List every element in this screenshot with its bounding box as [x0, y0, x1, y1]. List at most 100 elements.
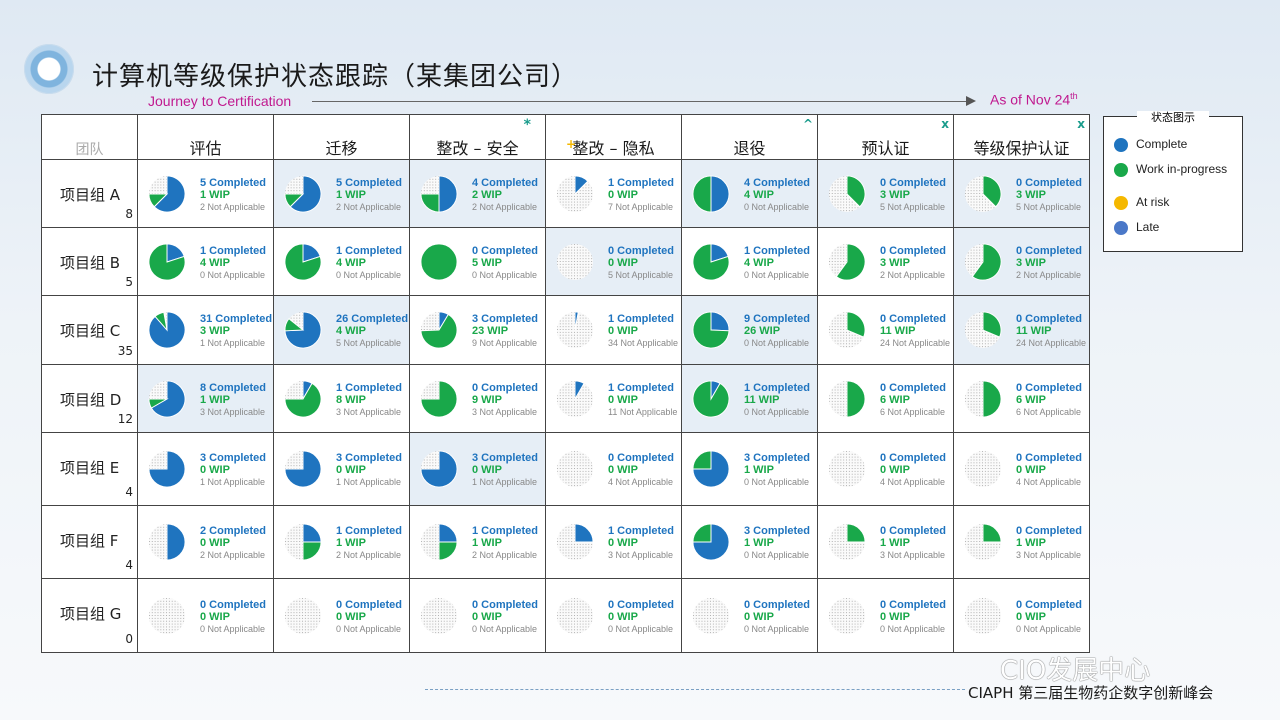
not-applicable-count: 0 Not Applicable [472, 624, 538, 634]
team-name: 项目组 G [60, 605, 122, 623]
not-applicable-count: 34 Not Applicable [608, 338, 679, 348]
team-cell: 项目组 C 35 [41, 295, 138, 365]
status-pie [964, 243, 1002, 281]
status-stats: 0 Completed 0 WIP 0 Not Applicable [608, 599, 674, 635]
completed-slice [166, 523, 186, 561]
not-applicable-count: 0 Not Applicable [472, 270, 538, 280]
wip-slice [420, 313, 458, 349]
status-cell: 3 Completed 23 WIP 9 Not Applicable [409, 295, 546, 365]
status-stats: 0 Completed 11 WIP 24 Not Applicable [880, 313, 950, 349]
status-stats: 26 Completed 4 WIP 5 Not Applicable [336, 313, 408, 349]
completed-count: 2 Completed [200, 525, 267, 537]
team-cell: 项目组 D 12 [41, 364, 138, 433]
completed-count: 1 Completed [336, 525, 403, 537]
status-pie-chart [420, 380, 458, 418]
status-cell: 1 Completed 4 WIP 0 Not Applicable [681, 227, 818, 296]
completed-count: 0 Completed [200, 599, 267, 611]
wip-slice [982, 380, 1002, 418]
not-applicable-count: 4 Not Applicable [608, 477, 674, 487]
status-pie [420, 597, 458, 635]
status-pie-chart [964, 597, 1002, 635]
wip-slice [846, 311, 866, 338]
not-applicable-count: 24 Not Applicable [880, 338, 951, 348]
completed-count: 0 Completed [608, 245, 675, 257]
status-cell-content: 0 Completed 6 WIP 6 Not Applicable [954, 365, 1089, 432]
wip-slice [438, 541, 458, 561]
status-cell: 0 Completed 0 WIP 4 Not Applicable [817, 432, 954, 506]
status-stats: 3 Completed 23 WIP 9 Not Applicable [472, 313, 538, 349]
column-label: 整改 – 隐私 [572, 139, 655, 158]
status-pie [692, 243, 730, 281]
status-pie [828, 311, 866, 349]
column-label: 团队 [75, 142, 104, 158]
status-cell: 1 Completed 0 WIP 34 Not Applicable [545, 295, 682, 365]
wip-count: 0 WIP [336, 464, 366, 476]
status-stats: 1 Completed 0 WIP 7 Not Applicable [608, 177, 674, 213]
status-cell-content: 1 Completed 4 WIP 0 Not Applicable [138, 228, 273, 295]
wip-count: 1 WIP [472, 537, 502, 549]
completed-count: 0 Completed [1016, 452, 1083, 464]
status-pie [964, 523, 1002, 561]
completed-count: 1 Completed [608, 525, 675, 537]
wip-count: 1 WIP [880, 537, 910, 549]
status-cell: 8 Completed 1 WIP 3 Not Applicable [137, 364, 274, 433]
wip-count: 1 WIP [336, 189, 366, 201]
wip-count: 1 WIP [1016, 537, 1046, 549]
status-cell: 1 Completed 0 WIP 11 Not Applicable [545, 364, 682, 433]
status-cell: 1 Completed 4 WIP 0 Not Applicable [273, 227, 410, 296]
status-cell-content: 0 Completed 11 WIP 24 Not Applicable [818, 296, 953, 364]
status-pie-chart [964, 311, 1002, 349]
status-stats: 0 Completed 11 WIP 24 Not Applicable [1016, 313, 1086, 349]
status-pie-chart [556, 311, 594, 349]
status-stats: 0 Completed 0 WIP 0 Not Applicable [200, 599, 266, 635]
status-pie [828, 175, 866, 213]
column-label: 退役 [733, 139, 766, 158]
legend-item: Work in-progress [1114, 162, 1227, 177]
status-stats: 0 Completed 1 WIP 3 Not Applicable [1016, 525, 1082, 561]
status-cell: 4 Completed 4 WIP 0 Not Applicable [681, 159, 818, 228]
status-pie [284, 243, 322, 281]
not-applicable-slice [964, 597, 1002, 635]
status-pie [284, 175, 322, 213]
status-pie [284, 311, 322, 349]
wip-slice [284, 193, 305, 208]
wip-slice [692, 243, 730, 281]
status-stats: 0 Completed 9 WIP 3 Not Applicable [472, 382, 538, 418]
status-cell: 4 Completed 2 WIP 2 Not Applicable [409, 159, 546, 228]
status-pie-chart [148, 597, 186, 635]
status-pie-chart [828, 175, 866, 213]
status-cell-content: 3 Completed 23 WIP 9 Not Applicable [410, 296, 545, 364]
status-pie-chart [284, 311, 322, 349]
not-applicable-count: 1 Not Applicable [336, 477, 402, 487]
wip-count: 5 WIP [472, 257, 502, 269]
status-cell-content: 0 Completed 1 WIP 3 Not Applicable [818, 506, 953, 578]
wip-slice [692, 450, 712, 470]
column-label: 评估 [189, 139, 222, 158]
completed-count: 0 Completed [880, 177, 947, 189]
not-applicable-count: 6 Not Applicable [1016, 407, 1082, 417]
column-header-1: 评估 [137, 114, 274, 160]
completed-count: 0 Completed [880, 245, 947, 257]
not-applicable-count: 7 Not Applicable [608, 202, 674, 212]
wip-count: 0 WIP [608, 257, 638, 269]
status-cell-content: 5 Completed 1 WIP 2 Not Applicable [138, 160, 273, 227]
completed-count: 26 Completed [336, 313, 409, 325]
status-cell-content: 5 Completed 1 WIP 2 Not Applicable [274, 160, 409, 227]
team-count: 8 [125, 207, 133, 221]
completed-count: 0 Completed [472, 382, 539, 394]
status-stats: 3 Completed 0 WIP 1 Not Applicable [472, 452, 538, 488]
completed-slice [438, 175, 458, 213]
wip-slice [846, 175, 866, 208]
status-cell: 0 Completed 0 WIP 0 Not Applicable [273, 578, 410, 653]
status-cell: 1 Completed 11 WIP 0 Not Applicable [681, 364, 818, 433]
completed-count: 1 Completed [336, 382, 403, 394]
team-name: 项目组 C [60, 322, 121, 340]
team-name: 项目组 B [60, 254, 121, 272]
team-count: 5 [125, 275, 133, 289]
not-applicable-slice [148, 597, 186, 635]
wip-count: 1 WIP [200, 394, 230, 406]
wip-count: 0 WIP [336, 611, 366, 623]
status-pie-chart [556, 175, 594, 213]
status-cell: 9 Completed 26 WIP 0 Not Applicable [681, 295, 818, 365]
